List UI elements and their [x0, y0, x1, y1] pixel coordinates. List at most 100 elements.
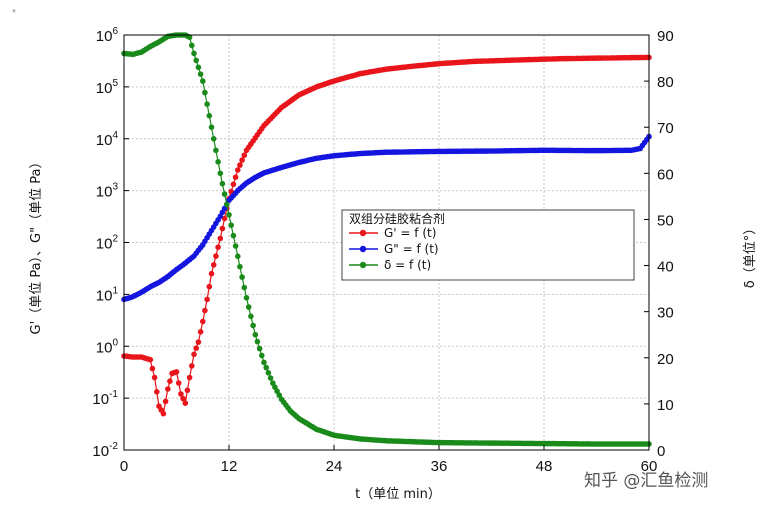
x-tick-label: 0: [120, 458, 128, 475]
series-point: [173, 369, 180, 375]
series-point: [252, 331, 259, 338]
series-point: [191, 351, 197, 358]
series-point: [167, 378, 173, 385]
x-tick-label: 24: [326, 458, 343, 475]
series-point: [228, 222, 234, 228]
series-point: [160, 410, 167, 417]
series-point: [186, 374, 193, 381]
series-point: [186, 34, 193, 41]
series-point: [224, 201, 230, 208]
y-right-tick-label: 70: [657, 120, 674, 137]
series-point: [254, 338, 261, 345]
series-point: [202, 307, 208, 314]
x-axis-label: t（单位 min）: [355, 487, 441, 502]
series-point: [237, 263, 243, 270]
series-point: [210, 262, 217, 268]
series-point: [200, 318, 206, 325]
series-point: [195, 339, 202, 345]
legend-swatch-marker: [359, 245, 367, 253]
series-point: [235, 253, 241, 260]
series-point: [210, 136, 217, 142]
series-point: [248, 313, 254, 320]
series-point: [221, 191, 228, 197]
series-point: [147, 356, 154, 363]
y-right-axis-ticks: 0 10 20 30 40 50 60 70 80 90: [644, 28, 674, 460]
y-left-tick-label: 103: [96, 182, 119, 201]
legend-entry-label: δ = f (t): [384, 258, 431, 272]
series-point: [237, 162, 243, 168]
series-point: [204, 101, 210, 107]
series-point: [259, 352, 265, 359]
series-layer: [121, 32, 652, 447]
y-right-tick-label: 80: [657, 74, 674, 91]
series-point: [184, 387, 191, 394]
series-point: [197, 329, 204, 335]
series-point: [195, 64, 202, 71]
y-right-tick-label: 0: [657, 443, 665, 460]
series-point: [250, 322, 256, 329]
y-right-tick-label: 20: [657, 351, 674, 368]
series-point: [189, 42, 195, 49]
y-right-tick-label: 40: [657, 259, 674, 276]
series-point: [208, 124, 215, 130]
series-point: [241, 284, 248, 291]
series-point: [219, 225, 226, 232]
y-right-tick-label: 10: [657, 397, 674, 414]
series-point: [243, 295, 250, 301]
series-point: [232, 243, 239, 249]
legend-box: [341, 209, 635, 281]
series-point: [213, 147, 219, 154]
series-point: [193, 57, 199, 64]
y-right-tick-label: 30: [657, 305, 674, 322]
y-left-axis-ticks: 10-2 10-1 100 101 102 103 104 105 106: [92, 26, 129, 460]
series-point: [182, 400, 189, 407]
series-point: [215, 159, 221, 165]
series-point: [217, 170, 224, 177]
series-point: [165, 386, 171, 392]
series-point: [267, 375, 274, 381]
y-left-tick-label: 100: [96, 337, 119, 356]
series-1: [121, 133, 652, 303]
series-point: [261, 359, 267, 366]
series-point: [191, 50, 197, 57]
series-point: [154, 389, 160, 395]
series-point: [221, 215, 228, 222]
series-point: [256, 345, 263, 352]
legend-swatch-marker: [359, 229, 367, 237]
series-point: [245, 304, 252, 310]
x-tick-label: 60: [641, 458, 658, 475]
series-point: [239, 274, 245, 280]
series-point: [276, 392, 283, 399]
series-point: [213, 253, 219, 259]
y-right-tick-label: 60: [657, 166, 674, 183]
x-tick-label: 48: [536, 458, 553, 475]
x-tick-label: 36: [431, 458, 448, 475]
series-point: [226, 212, 232, 218]
series-point: [208, 270, 215, 277]
y-left-tick-label: 105: [96, 78, 119, 97]
series-0: [121, 54, 652, 417]
y-left-axis-label: G'（单位 Pa）、G"（单位 Pa）: [29, 156, 44, 335]
series-point: [241, 152, 248, 158]
y-left-tick-label: 10-2: [92, 441, 118, 460]
y-right-tick-label: 50: [657, 212, 674, 229]
series-point: [215, 244, 221, 250]
legend-entry-label: G' = f (t): [384, 226, 436, 240]
series-point: [219, 180, 226, 187]
watermark: 知乎 @汇鱼检测: [584, 471, 708, 491]
y-right-tick-label: 90: [657, 28, 674, 45]
series-point: [206, 112, 213, 119]
series-point: [193, 345, 199, 352]
series-point: [206, 283, 213, 290]
legend-swatch-marker: [359, 261, 367, 269]
x-tick-label: 12: [221, 458, 238, 475]
series-point: [180, 395, 186, 402]
series-point: [175, 380, 182, 386]
series-point: [162, 398, 169, 405]
series-point: [230, 181, 237, 188]
y-left-tick-label: 106: [96, 26, 119, 45]
series-2: [121, 32, 652, 447]
legend: 双组分硅胶粘合剂 G' = f (t) G" = f (t) δ = f (t): [341, 209, 635, 281]
legend-entries: G' = f (t) G" = f (t) δ = f (t): [349, 226, 439, 272]
